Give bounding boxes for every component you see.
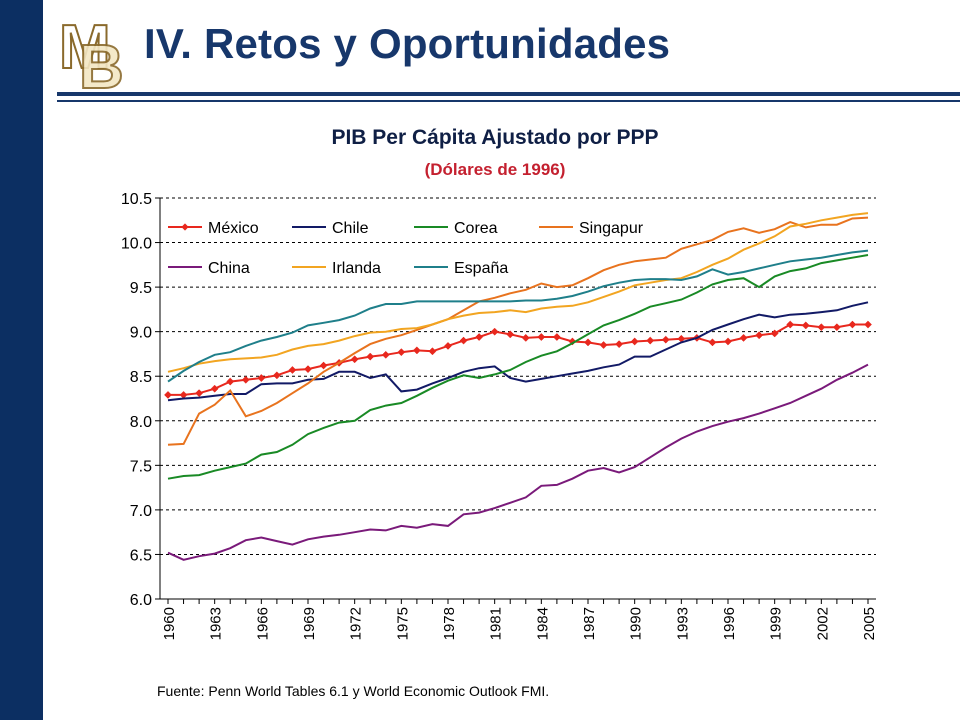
legend-label-china: China — [208, 260, 250, 277]
bm-monogram-logo: M B — [58, 12, 125, 92]
x-tick-label: 1999 — [768, 607, 785, 640]
data-point-méxico — [381, 350, 390, 359]
y-tick-label: 7.5 — [130, 458, 152, 475]
data-point-méxico — [848, 320, 857, 329]
series-line-méxico — [168, 323, 868, 396]
y-tick-label: 8.0 — [130, 414, 152, 431]
series-line-singapur — [167, 216, 869, 446]
data-point-méxico — [755, 331, 764, 340]
logo-letter-m: M — [59, 13, 111, 82]
y-tick-label: 6.0 — [130, 592, 152, 609]
series-line-china — [167, 363, 869, 561]
data-point-méxico — [506, 330, 515, 339]
data-point-méxico — [770, 329, 779, 338]
data-point-méxico — [584, 338, 592, 347]
data-point-méxico — [615, 340, 624, 349]
data-point-méxico — [428, 347, 437, 356]
data-point-méxico — [288, 366, 297, 374]
series-line-irlanda — [167, 212, 869, 373]
y-tick-label: 10.5 — [121, 191, 152, 208]
legend-label-españa: España — [454, 260, 508, 277]
legend-label-chile: Chile — [332, 220, 369, 237]
y-tick-label: 10.0 — [121, 236, 152, 253]
logo-letter-b: B — [79, 33, 124, 92]
data-point-méxico — [832, 323, 841, 332]
title-divider-thick — [57, 92, 960, 96]
data-point-méxico — [350, 355, 359, 364]
data-point-méxico — [786, 320, 795, 329]
gdp-per-capita-chart: 6.0 6.5 7.0 7.5 8.0 8.5 9.0 9.5 10.0 10.5 1960 1963… — [121, 191, 878, 640]
slide-title: IV. Retos y Oportunidades — [144, 20, 671, 67]
data-point-méxico — [164, 390, 172, 399]
data-point-méxico — [412, 346, 421, 355]
legend-label-méxico: México — [208, 220, 259, 237]
y-tick-label: 9.5 — [130, 280, 152, 297]
data-point-méxico — [521, 333, 530, 342]
y-tick-label: 6.5 — [130, 547, 152, 564]
x-tick-label: 1960 — [161, 607, 178, 640]
series-line-españa — [167, 249, 869, 383]
data-point-méxico — [475, 333, 484, 341]
data-point-méxico — [864, 320, 872, 329]
x-tick-label: 1984 — [534, 607, 551, 640]
series-layer — [164, 212, 872, 561]
x-tick-label: 2002 — [814, 607, 831, 640]
legend-label-corea: Corea — [454, 220, 498, 237]
legend: México Chile Corea Singapur China Irlanda Espa… — [164, 214, 675, 280]
x-tick-label: 1969 — [301, 607, 318, 640]
x-tick-label: 1987 — [581, 607, 598, 640]
y-tick-label: 7.0 — [130, 503, 152, 520]
data-point-méxico — [537, 333, 546, 341]
data-point-méxico — [801, 321, 810, 330]
data-point-méxico — [630, 337, 639, 346]
legend-label-singapur: Singapur — [579, 220, 644, 237]
data-point-méxico — [319, 361, 328, 370]
data-point-méxico — [226, 377, 235, 386]
data-point-méxico — [817, 323, 826, 332]
x-tick-label: 1978 — [441, 607, 458, 640]
data-point-méxico — [490, 327, 499, 336]
y-tick-label: 8.5 — [130, 369, 152, 386]
source-note: Fuente: Penn World Tables 6.1 y World Ec… — [157, 683, 550, 699]
legend-marker-méxico — [181, 223, 189, 231]
x-tick-label: 1993 — [674, 607, 691, 640]
chart-title: PIB Per Cápita Ajustado por PPP — [331, 126, 659, 149]
x-tick-label: 1963 — [208, 607, 225, 640]
y-tick-label: 9.0 — [130, 325, 152, 342]
data-point-méxico — [739, 333, 748, 342]
x-tick-label: 1990 — [628, 607, 645, 640]
series-line-corea — [167, 254, 869, 480]
data-point-méxico — [459, 336, 468, 345]
data-point-méxico — [724, 337, 732, 346]
x-tick-label: 2005 — [861, 607, 878, 640]
x-tick-label: 1972 — [348, 607, 365, 640]
series-line-chile — [167, 301, 869, 402]
data-point-méxico — [646, 336, 655, 345]
data-point-méxico — [552, 333, 561, 341]
x-tick-label: 1981 — [488, 607, 505, 640]
data-point-méxico — [366, 352, 375, 361]
data-point-méxico — [397, 348, 406, 357]
data-point-méxico — [241, 375, 250, 384]
axis-layer: 6.0 6.5 7.0 7.5 8.0 8.5 9.0 9.5 10.0 10.5 1960 1963… — [121, 191, 878, 640]
data-point-méxico — [272, 371, 281, 380]
x-tick-label: 1996 — [721, 607, 738, 640]
legend-label-irlanda: Irlanda — [332, 260, 381, 277]
title-divider-thin — [57, 100, 960, 102]
data-point-méxico — [444, 341, 452, 350]
data-point-méxico — [599, 341, 608, 349]
x-tick-label: 1975 — [394, 607, 411, 640]
data-point-méxico — [257, 374, 266, 382]
data-point-méxico — [210, 384, 219, 393]
x-tick-label: 1966 — [254, 607, 271, 640]
data-point-méxico — [661, 335, 670, 344]
data-point-méxico — [708, 338, 717, 347]
data-point-méxico — [304, 365, 312, 374]
left-sidebar-band — [0, 0, 43, 720]
chart-subtitle: (Dólares de 1996) — [424, 160, 566, 179]
